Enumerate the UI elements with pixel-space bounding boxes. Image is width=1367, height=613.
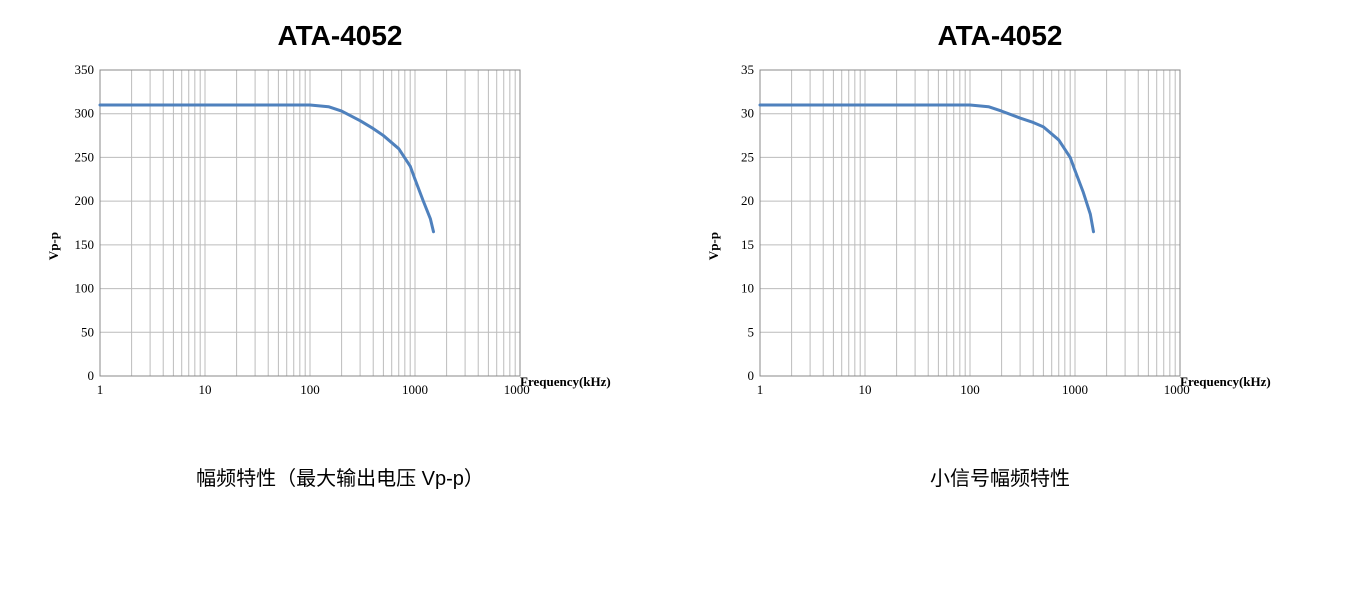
svg-text:0: 0 bbox=[88, 368, 95, 383]
y-axis-label: Vp-p bbox=[706, 232, 722, 260]
svg-text:20: 20 bbox=[741, 193, 754, 208]
svg-text:100: 100 bbox=[75, 281, 95, 296]
svg-text:250: 250 bbox=[75, 149, 95, 164]
y-axis-label: Vp-p bbox=[46, 232, 62, 260]
x-axis-label: Frequency(kHz) bbox=[1180, 374, 1271, 390]
svg-text:25: 25 bbox=[741, 149, 754, 164]
chart-area: Vp-p 05101520253035110100100010000 Frequ… bbox=[720, 62, 1280, 402]
chart-area: Vp-p 05010015020025030035011010010001000… bbox=[60, 62, 620, 402]
svg-text:15: 15 bbox=[741, 237, 754, 252]
chart-svg: 050100150200250300350110100100010000 bbox=[60, 62, 530, 402]
chart-caption: 小信号幅频特性 bbox=[720, 462, 1280, 491]
svg-text:200: 200 bbox=[75, 193, 95, 208]
svg-text:100: 100 bbox=[960, 382, 980, 397]
chart-panel-left: ATA-4052 Vp-p 05010015020025030035011010… bbox=[60, 20, 620, 491]
svg-text:10: 10 bbox=[199, 382, 212, 397]
svg-text:10: 10 bbox=[859, 382, 872, 397]
svg-text:350: 350 bbox=[75, 62, 95, 77]
chart-title: ATA-4052 bbox=[60, 20, 620, 52]
svg-text:1000: 1000 bbox=[1062, 382, 1088, 397]
svg-text:100: 100 bbox=[300, 382, 320, 397]
svg-text:1: 1 bbox=[757, 382, 764, 397]
svg-text:5: 5 bbox=[748, 324, 755, 339]
svg-text:50: 50 bbox=[81, 324, 94, 339]
chart-caption: 幅频特性（最大输出电压 Vp-p） bbox=[60, 462, 620, 491]
svg-text:10: 10 bbox=[741, 281, 754, 296]
svg-text:150: 150 bbox=[75, 237, 95, 252]
chart-panel-right: ATA-4052 Vp-p 05101520253035110100100010… bbox=[720, 20, 1280, 491]
chart-svg: 05101520253035110100100010000 bbox=[720, 62, 1190, 402]
svg-text:300: 300 bbox=[75, 106, 95, 121]
chart-title: ATA-4052 bbox=[720, 20, 1280, 52]
svg-text:30: 30 bbox=[741, 106, 754, 121]
svg-text:1: 1 bbox=[97, 382, 104, 397]
svg-text:35: 35 bbox=[741, 62, 754, 77]
svg-text:1000: 1000 bbox=[402, 382, 428, 397]
x-axis-label: Frequency(kHz) bbox=[520, 374, 611, 390]
svg-text:0: 0 bbox=[748, 368, 755, 383]
